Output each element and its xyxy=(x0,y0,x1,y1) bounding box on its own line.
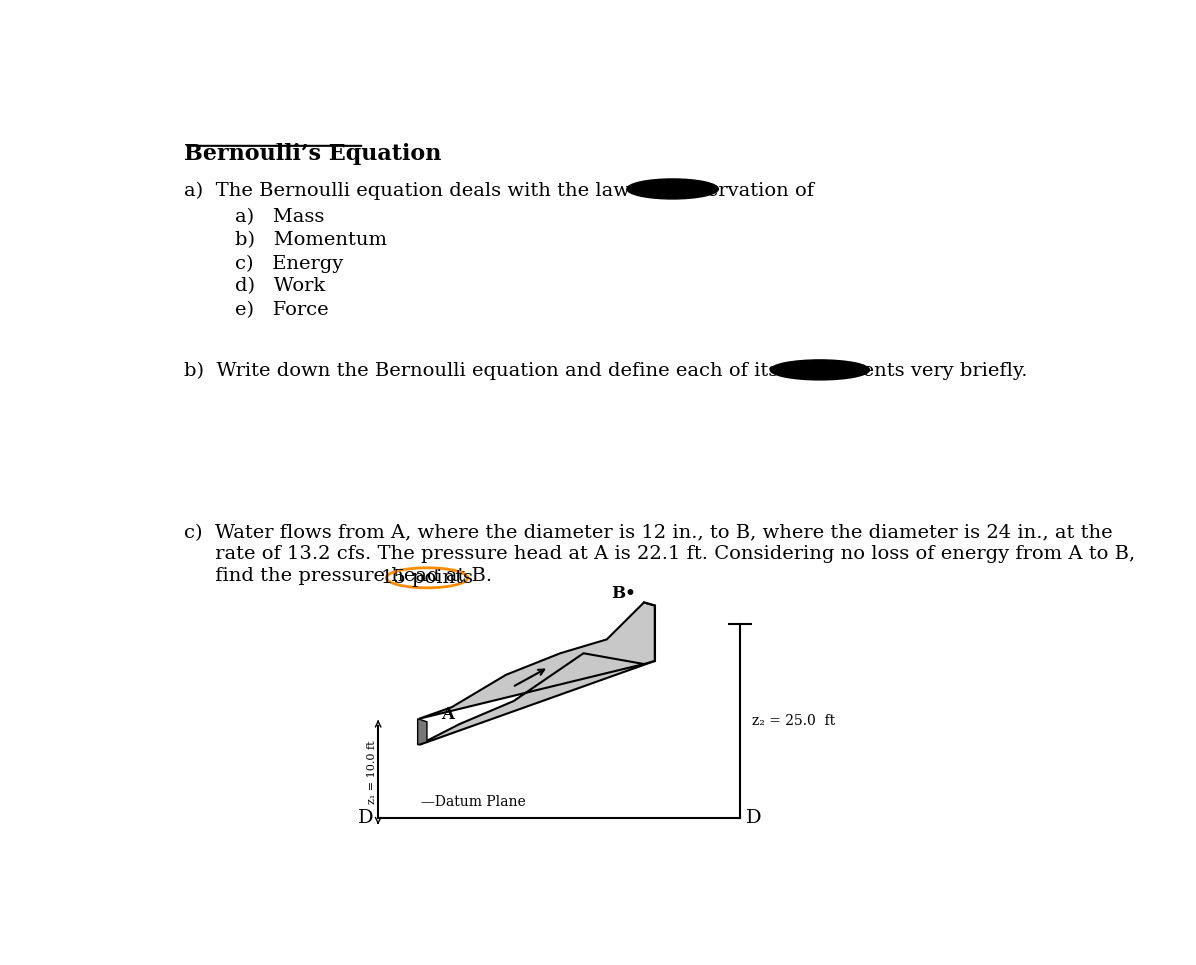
Text: d)   Work: d) Work xyxy=(234,278,325,295)
Text: find the pressure head at B.: find the pressure head at B. xyxy=(184,567,493,585)
Text: 15 points: 15 points xyxy=(382,568,472,587)
Text: b)  Write down the Bernoulli equation and define each of its components very bri: b) Write down the Bernoulli equation and… xyxy=(184,362,1027,380)
Text: a)   Mass: a) Mass xyxy=(234,208,324,226)
Text: —Datum Plane: —Datum Plane xyxy=(421,795,525,809)
Ellipse shape xyxy=(770,360,869,380)
Text: b)   Momentum: b) Momentum xyxy=(234,232,386,249)
Text: Bernoulli’s Equation: Bernoulli’s Equation xyxy=(184,143,441,165)
Text: rate of 13.2 cfs. The pressure head at A is 22.1 ft. Considering no loss of ener: rate of 13.2 cfs. The pressure head at A… xyxy=(184,545,1135,564)
Text: D: D xyxy=(746,809,762,827)
Text: D: D xyxy=(358,809,373,827)
Text: c)  Water flows from A, where the diameter is 12 in., to B, where the diameter i: c) Water flows from A, where the diamete… xyxy=(184,524,1113,542)
Text: A: A xyxy=(441,706,454,724)
Text: B•: B• xyxy=(611,585,636,602)
Text: c)   Energy: c) Energy xyxy=(234,255,343,273)
Polygon shape xyxy=(420,602,654,745)
Ellipse shape xyxy=(627,179,719,199)
Text: e)   Force: e) Force xyxy=(234,301,329,318)
Polygon shape xyxy=(417,719,427,745)
Text: z₂ = 25.0  ft: z₂ = 25.0 ft xyxy=(751,714,835,728)
Text: z₁ = 10.0 ft: z₁ = 10.0 ft xyxy=(367,740,377,804)
Text: a)  The Bernoulli equation deals with the law of conservation of: a) The Bernoulli equation deals with the… xyxy=(184,181,814,200)
